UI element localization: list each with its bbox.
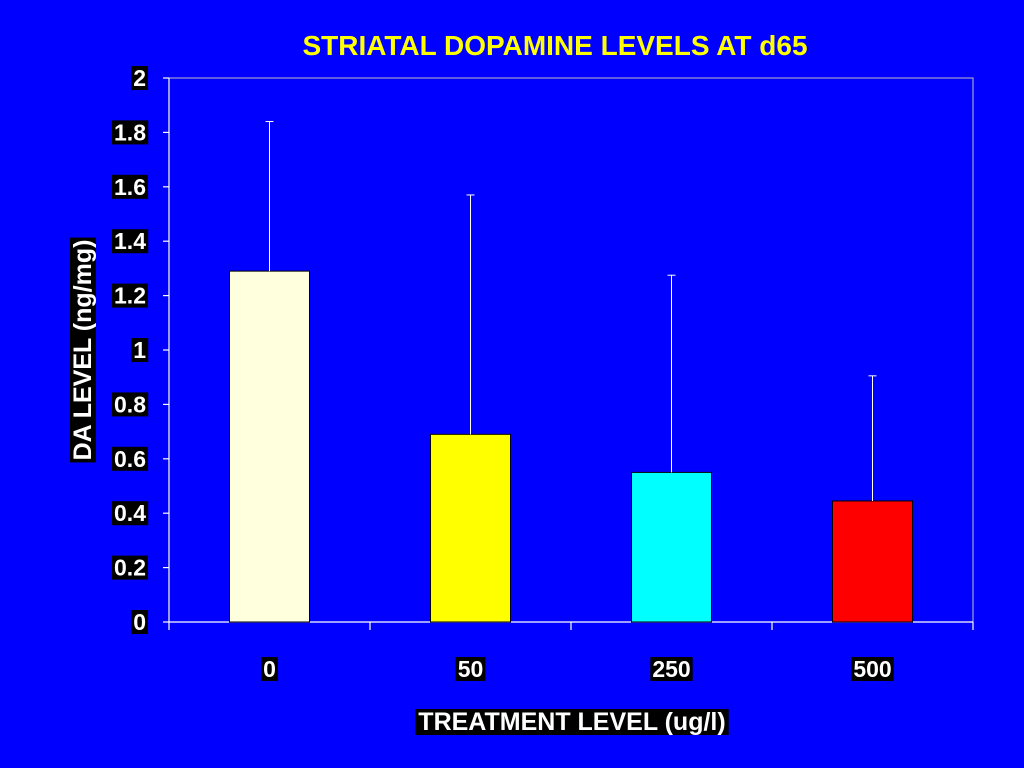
y-tick-label-group: 0.8: [112, 391, 149, 417]
error-bar: [265, 121, 274, 272]
y-tick-label: 1.6: [114, 174, 146, 200]
x-tick-label: 50: [458, 656, 484, 682]
y-tick-label-group: 0.4: [112, 500, 149, 526]
x-tick-label-group: 250: [650, 656, 693, 682]
y-tick-label-background: [131, 338, 149, 362]
error-bar: [466, 194, 475, 435]
x-tick-label-background: [851, 657, 894, 681]
error-bar: [667, 274, 676, 473]
y-tick-label-background: [112, 501, 149, 526]
y-tick-label-group: 1: [131, 337, 149, 363]
y-tick-label-group: 2: [131, 65, 148, 91]
x-tick-label-background: [261, 657, 278, 681]
y-tick-label-group: 1.2: [112, 283, 148, 309]
y-tick-label: 1.8: [114, 119, 146, 145]
y-tick-label-group: 1.8: [112, 119, 149, 145]
y-tick-label-group: 0: [131, 609, 148, 635]
y-tick-label: 0.6: [114, 446, 146, 472]
x-tick-label-group: 500: [851, 656, 894, 682]
error-bars: [265, 121, 877, 501]
y-tick-label-background: [112, 283, 148, 308]
bar: [229, 270, 310, 623]
x-tick-label-background: [455, 657, 486, 681]
y-tick-label-background: [131, 66, 148, 90]
y-tick-label-group: 1.4: [112, 228, 149, 254]
y-tick-label-group: 0.2: [112, 555, 148, 581]
y-tick-label-background: [112, 120, 149, 145]
y-tick-label: 2: [133, 65, 146, 91]
x-tick-label-group: 50: [455, 656, 486, 682]
y-tick-label-background: [112, 555, 148, 580]
y-tick-label: 0.4: [114, 500, 146, 526]
y-axis-title-group: DA LEVEL (ng/mg): [69, 237, 97, 463]
x-tick-label-group: 0: [261, 656, 278, 682]
x-axis-title: TREATMENT LEVEL (ug/l): [418, 708, 725, 736]
y-tick-label-background: [112, 174, 148, 199]
x-tick-label: 500: [853, 656, 891, 682]
bars: [229, 270, 913, 623]
x-tick-label: 0: [263, 656, 276, 682]
bar: [832, 500, 913, 623]
y-axis: 0 0.2 0.4 0.6 0.8 1 1.2 1.4 1.6 1.8 2: [112, 65, 170, 635]
y-tick-label: 0: [133, 609, 146, 635]
y-tick-label: 1.4: [114, 228, 146, 254]
y-tick-label: 0.8: [114, 391, 146, 417]
x-tick-label: 250: [652, 656, 690, 682]
chart-title: STRIATAL DOPAMINE LEVELS AT d65: [302, 30, 807, 61]
y-tick-label-background: [112, 446, 148, 471]
y-tick-label: 0.2: [114, 555, 146, 581]
y-tick-label-background: [112, 229, 149, 254]
y-tick-label-background: [131, 610, 148, 634]
y-tick-label-group: 0.6: [112, 446, 148, 472]
y-tick-label: 1.2: [114, 283, 146, 309]
error-bar: [868, 375, 877, 501]
bar: [631, 471, 712, 623]
x-axis: 0 50 250 500: [168, 621, 974, 682]
y-tick-label-background: [112, 392, 149, 417]
x-axis-title-group: TREATMENT LEVEL (ug/l): [415, 708, 729, 736]
y-axis-title: DA LEVEL (ng/mg): [69, 240, 97, 461]
y-axis-title-background: [70, 237, 96, 463]
x-tick-label-background: [650, 657, 693, 681]
bar: [430, 433, 511, 623]
y-tick-label: 1: [133, 337, 146, 363]
y-tick-label-group: 1.6: [112, 174, 148, 200]
x-axis-title-background: [415, 709, 729, 735]
